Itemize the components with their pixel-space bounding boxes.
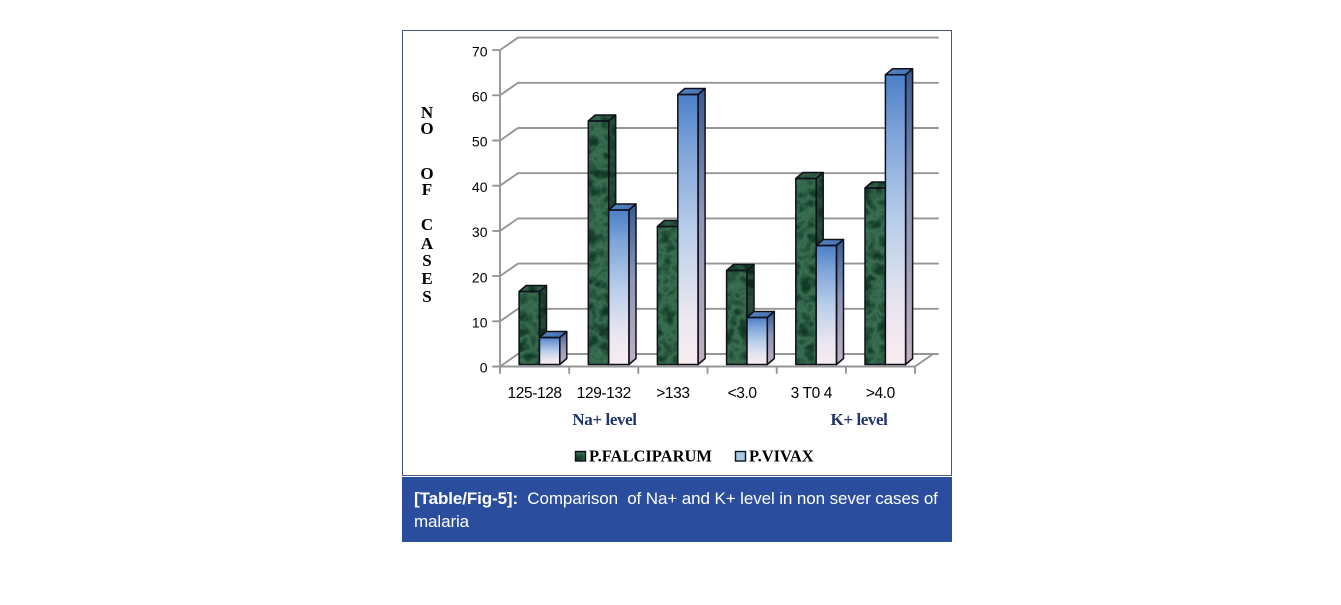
svg-text:20: 20: [472, 269, 488, 285]
svg-text:N: N: [421, 103, 434, 122]
svg-text:40: 40: [472, 179, 488, 195]
svg-text:125-128: 125-128: [508, 385, 562, 402]
svg-text:10: 10: [472, 315, 488, 331]
svg-text:Na+ level: Na+ level: [572, 410, 637, 429]
svg-text:K+ level: K+ level: [831, 410, 889, 429]
svg-text:70: 70: [472, 43, 488, 59]
svg-text:F: F: [422, 180, 432, 199]
svg-text:129-132: 129-132: [577, 385, 631, 402]
svg-text:3 T0 4: 3 T0 4: [791, 385, 833, 402]
svg-text:>4.0: >4.0: [866, 385, 896, 402]
svg-text:>133: >133: [656, 385, 689, 402]
svg-text:P.VIVAX: P.VIVAX: [749, 447, 814, 466]
svg-text:S: S: [422, 287, 431, 306]
svg-text:S: S: [422, 251, 431, 270]
svg-text:60: 60: [472, 89, 488, 105]
svg-text:50: 50: [472, 134, 488, 150]
svg-text:A: A: [421, 234, 434, 253]
svg-text:0: 0: [480, 360, 488, 376]
svg-text:C: C: [421, 215, 433, 234]
svg-text:30: 30: [472, 224, 488, 240]
svg-text:O: O: [420, 164, 433, 183]
svg-text:E: E: [421, 269, 432, 288]
svg-text:<3.0: <3.0: [728, 385, 758, 402]
svg-text:P.FALCIPARUM: P.FALCIPARUM: [589, 447, 712, 466]
svg-text:O: O: [420, 119, 433, 138]
